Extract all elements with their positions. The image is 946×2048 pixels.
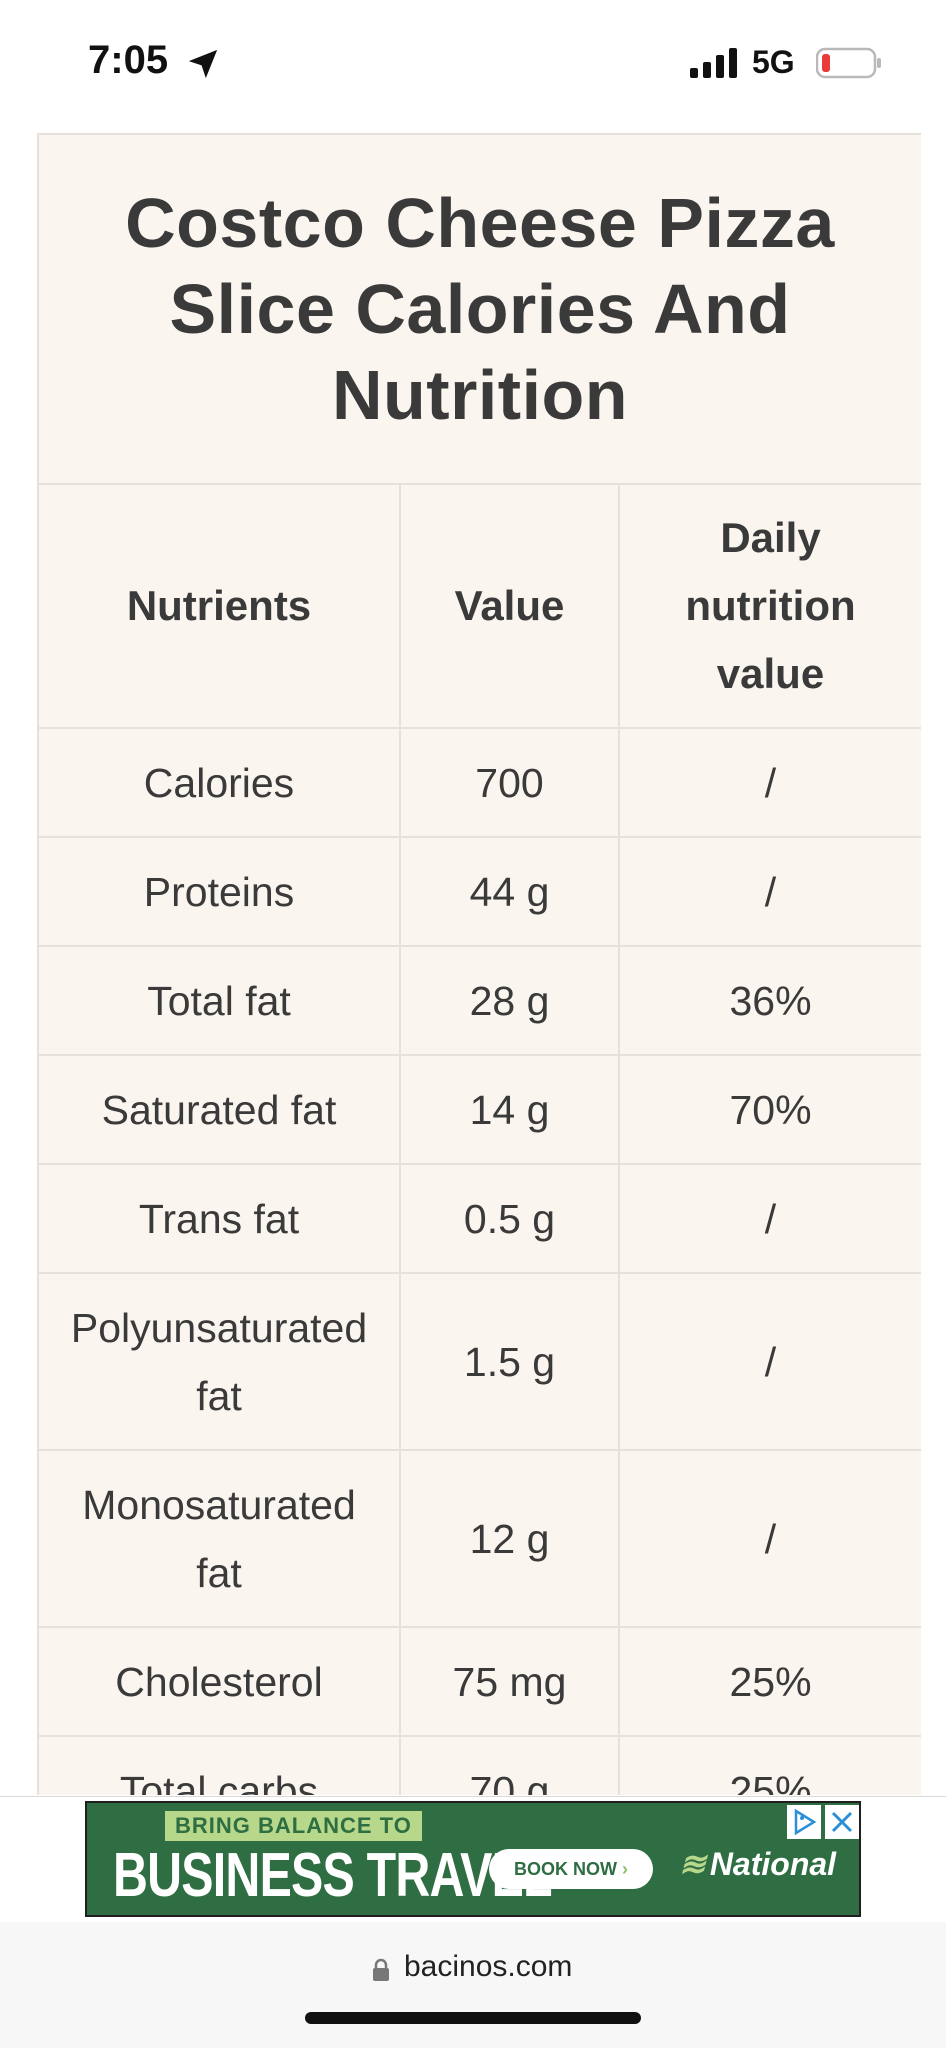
status-bar: 7:05 5G [0,0,946,125]
nutrient-cell: Trans fat [37,1163,401,1274]
header-value: Value [399,483,620,729]
value-cell: 44 g [399,836,620,947]
nutrient-cell: Proteins [37,836,401,947]
value-cell: 14 g [399,1054,620,1165]
ad-brand-logo: ≋ National [679,1845,836,1883]
ad-choices-icon[interactable] [787,1805,821,1839]
nutrient-cell: Cholesterol [37,1626,401,1737]
table-row: Proteins 44 g / [37,836,921,947]
network-type: 5G [752,44,795,80]
ad-close-icon[interactable] [825,1805,859,1839]
nutrition-table: Costco Cheese Pizza Slice Calories And N… [37,133,921,1795]
value-cell: 28 g [399,945,620,1056]
daily-cell: / [617,1272,921,1451]
table-row: Monosaturated fat 12 g / [37,1449,921,1628]
location-arrow-icon [188,49,218,79]
nutrient-cell: Monosaturated fat [37,1449,401,1628]
chevron-right-icon: › [622,1859,628,1879]
header-daily-value: Daily nutrition value [617,483,921,729]
nutrient-cell: Polyunsaturated fat [37,1272,401,1451]
nutrient-cell: Saturated fat [37,1054,401,1165]
daily-cell: 25% [617,1626,921,1737]
home-indicator[interactable] [305,2012,641,2024]
nutrient-cell: Total fat [37,945,401,1056]
daily-cell: / [617,836,921,947]
browser-address-bar[interactable] [0,1922,946,2048]
daily-cell: / [617,1163,921,1274]
value-cell: 0.5 g [399,1163,620,1274]
cellular-signal-icon [690,48,737,78]
value-cell: 700 [399,727,620,838]
table-row: Cholesterol 75 mg 25% [37,1626,921,1737]
ad-brand-name: National [709,1846,837,1882]
value-cell: 12 g [399,1449,620,1628]
ad-headline: BUSINESS TRAVEL [113,1841,553,1910]
daily-cell: 36% [617,945,921,1056]
header-nutrients: Nutrients [37,483,401,729]
battery-icon [816,47,881,79]
table-row: Polyunsaturated fat 1.5 g / [37,1272,921,1451]
nutrient-cell: Calories [37,727,401,838]
ad-tagline: BRING BALANCE TO [165,1811,422,1841]
value-cell: 1.5 g [399,1272,620,1451]
table-row: Total fat 28 g 36% [37,945,921,1056]
article-content: Costco Cheese Pizza Slice Calories And N… [37,133,921,1795]
ad-banner[interactable]: BRING BALANCE TO BUSINESS TRAVEL BOOK NO… [85,1801,861,1917]
daily-cell: / [617,727,921,838]
lock-icon [373,1958,389,1981]
daily-cell: / [617,1449,921,1628]
table-row: Trans fat 0.5 g / [37,1163,921,1274]
status-time: 7:05 [88,38,169,82]
nutrient-cell: Total carbs [37,1735,401,1795]
ad-banner-container: BRING BALANCE TO BUSINESS TRAVEL BOOK NO… [0,1796,946,1923]
table-title: Costco Cheese Pizza Slice Calories And N… [37,133,921,485]
brand-mark-icon: ≋ [679,1846,706,1882]
table-row: Total carbs 70 g 25% [37,1735,921,1795]
daily-cell: 70% [617,1054,921,1165]
table-row: Saturated fat 14 g 70% [37,1054,921,1165]
ad-cta-label: BOOK NOW [513,1859,617,1879]
ad-book-now-button[interactable]: BOOK NOW › [489,1849,653,1889]
table-row: Calories 700 / [37,727,921,838]
value-cell: 75 mg [399,1626,620,1737]
url-text[interactable]: bacinos.com [404,1950,573,1983]
daily-cell: 25% [617,1735,921,1795]
value-cell: 70 g [399,1735,620,1795]
